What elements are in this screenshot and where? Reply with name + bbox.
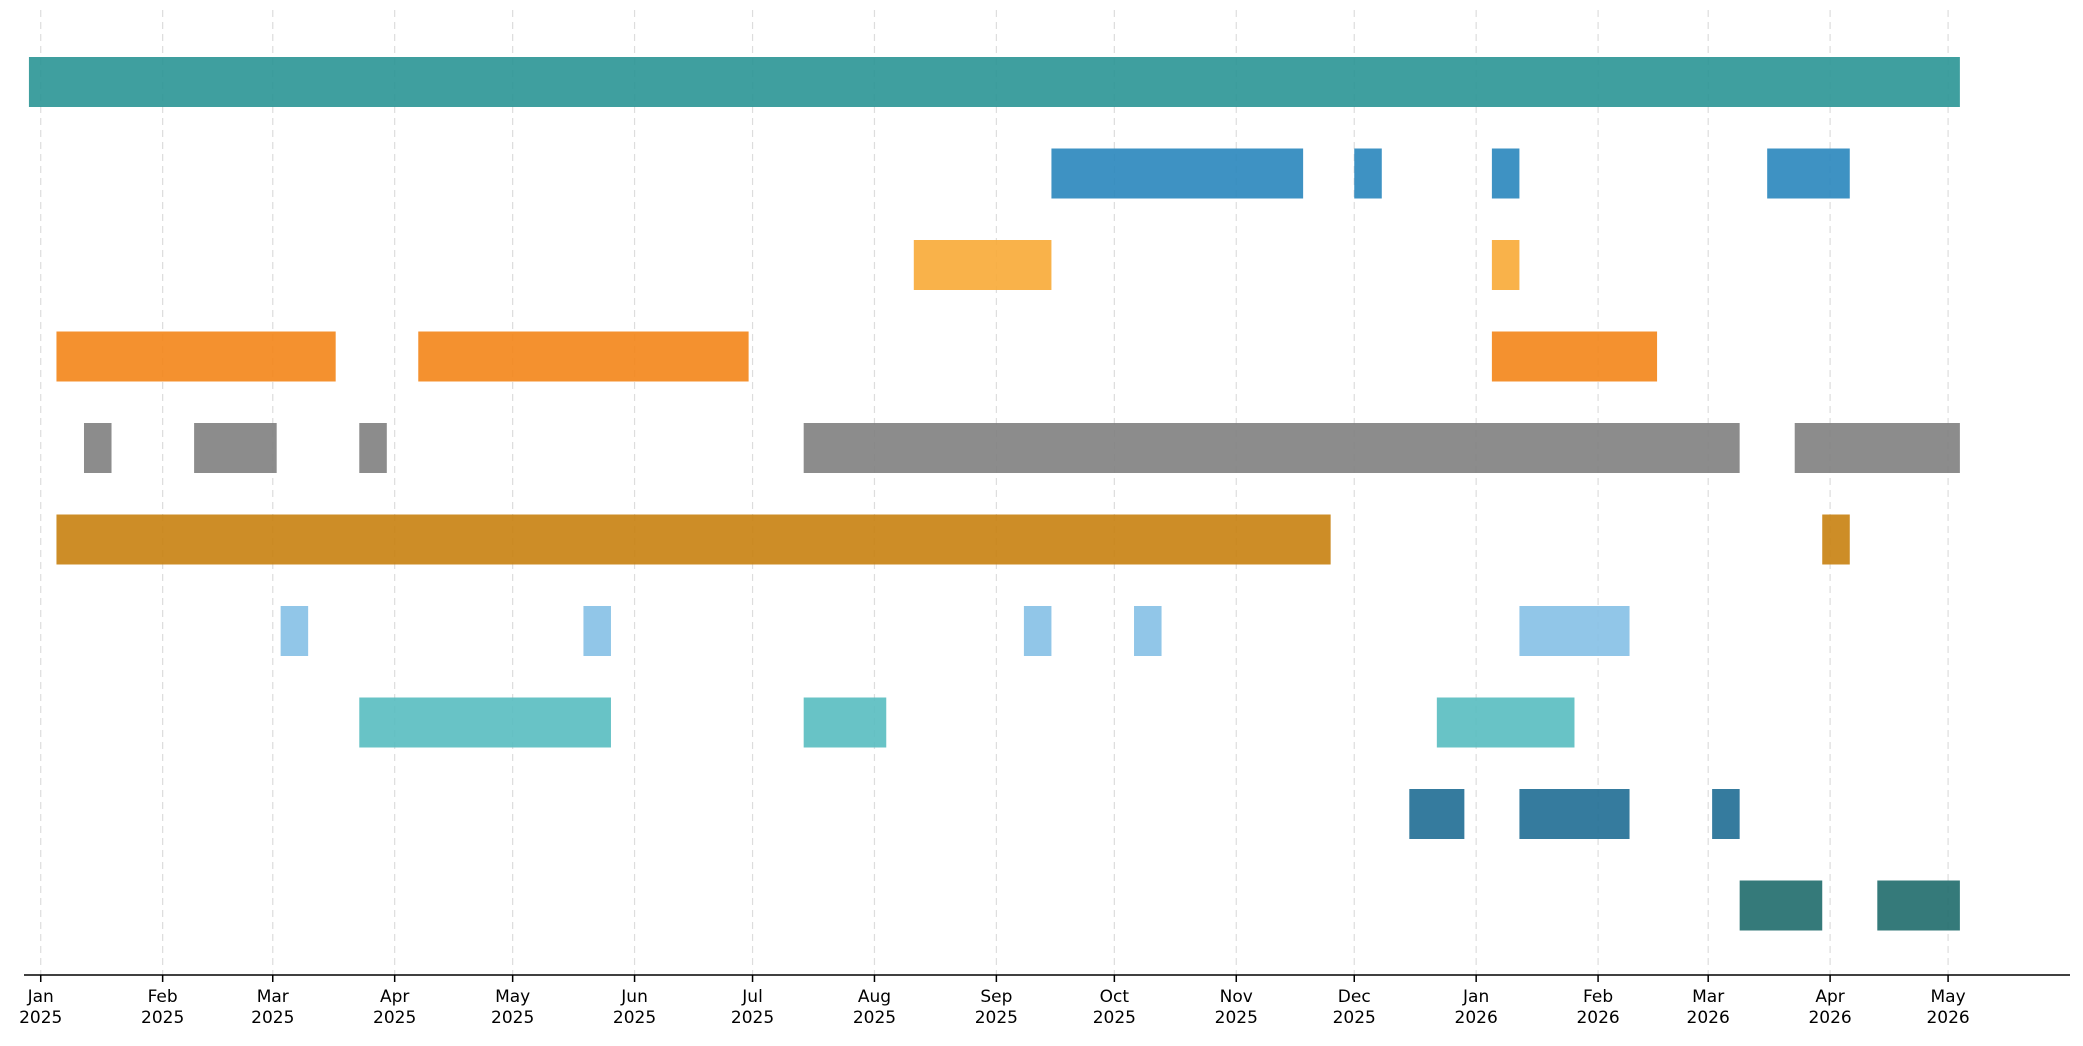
- x-tick-label-month: Mar: [1692, 987, 1724, 1007]
- timeline-bar-row-6-span-2: [1822, 514, 1850, 565]
- x-tick-label-month: Apr: [380, 987, 409, 1007]
- timeline-bar-row-4-span-3: [1491, 331, 1658, 382]
- timeline-bar-row-8-span-2: [803, 697, 887, 748]
- timeline-bar-row-9-span-1: [1409, 789, 1465, 839]
- gridlines: [40, 10, 1949, 975]
- x-tick-label-year: 2025: [731, 1008, 774, 1028]
- timeline-bar-row-3-span-1: [913, 240, 1052, 290]
- timeline-bar-row-1-span-1: [28, 57, 1960, 107]
- timeline-bar-row-2-span-1: [1051, 148, 1304, 199]
- timeline-bar-row-9-span-3: [1712, 789, 1740, 839]
- x-tick-label-month: Jul: [741, 987, 763, 1007]
- x-tick-label-month: Jan: [1462, 987, 1489, 1007]
- x-tick-label-year: 2025: [613, 1008, 656, 1028]
- timeline-bar-row-5-span-2: [194, 423, 277, 473]
- timeline-bar-row-10-span-2: [1877, 880, 1960, 931]
- timeline-bar-row-5-span-1: [83, 423, 112, 473]
- timeline-bar-row-7-span-1: [280, 606, 309, 656]
- timeline-bar-row-4-span-2: [418, 331, 749, 382]
- timeline-bar-row-5-span-4: [803, 423, 1740, 473]
- x-tick-label-year: 2026: [1576, 1008, 1619, 1028]
- x-tick-label-month: Oct: [1100, 987, 1130, 1007]
- x-tick-label-month: May: [1931, 987, 1966, 1007]
- timeline-bar-row-5-span-5: [1794, 423, 1960, 473]
- x-tick-label-year: 2025: [853, 1008, 896, 1028]
- x-tick-label-year: 2025: [251, 1008, 294, 1028]
- timeline-bar-row-7-span-4: [1134, 606, 1162, 656]
- timeline-bar-row-6-span-1: [56, 514, 1331, 565]
- x-tick-label-month: Jan: [27, 987, 54, 1007]
- x-tick-label-year: 2026: [1808, 1008, 1851, 1028]
- x-axis: Jan2025Feb2025Mar2025Apr2025May2025Jun20…: [19, 974, 2070, 1028]
- x-tick-label-month: Sep: [980, 987, 1012, 1007]
- x-tick-label-year: 2025: [975, 1008, 1018, 1028]
- timeline-bar-row-3-span-2: [1491, 240, 1520, 290]
- timeline-bar-row-9-span-2: [1519, 789, 1630, 839]
- timeline-bar-row-8-span-3: [1436, 697, 1575, 748]
- x-tick-label-month: May: [495, 987, 530, 1007]
- x-tick-label-year: 2026: [1687, 1008, 1730, 1028]
- x-tick-label-year: 2025: [1333, 1008, 1376, 1028]
- x-tick-label-month: Jun: [620, 987, 648, 1007]
- x-tick-label-month: Aug: [858, 987, 891, 1007]
- x-tick-label-month: Feb: [1583, 987, 1613, 1007]
- timeline-bar-row-8-span-1: [359, 697, 611, 748]
- timeline-bar-row-10-span-1: [1739, 880, 1823, 931]
- bars: [28, 57, 1960, 931]
- x-tick-label-year: 2025: [1215, 1008, 1258, 1028]
- timeline-bar-row-2-span-4: [1767, 148, 1850, 199]
- timeline-bar-row-7-span-2: [583, 606, 611, 656]
- x-tick-label-year: 2025: [141, 1008, 184, 1028]
- timeline-bar-row-7-span-3: [1023, 606, 1052, 656]
- x-tick-label-month: Dec: [1338, 987, 1371, 1007]
- timeline-bar-row-5-span-3: [359, 423, 387, 473]
- x-tick-label-year: 2026: [1455, 1008, 1498, 1028]
- x-tick-label-month: Feb: [148, 987, 178, 1007]
- x-tick-label-year: 2025: [373, 1008, 416, 1028]
- timeline-bar-row-2-span-2: [1354, 148, 1382, 199]
- x-tick-label-year: 2025: [491, 1008, 534, 1028]
- x-tick-label-month: Apr: [1815, 987, 1844, 1007]
- timeline-bar-row-2-span-3: [1491, 148, 1520, 199]
- timeline-bar-row-7-span-5: [1519, 606, 1630, 656]
- x-tick-label-year: 2025: [19, 1008, 62, 1028]
- x-tick-label-year: 2026: [1926, 1008, 1969, 1028]
- x-tick-label-month: Nov: [1220, 987, 1253, 1007]
- x-tick-label-month: Mar: [257, 987, 289, 1007]
- x-tick-label-year: 2025: [1093, 1008, 1136, 1028]
- timeline-bar-row-4-span-1: [56, 331, 336, 382]
